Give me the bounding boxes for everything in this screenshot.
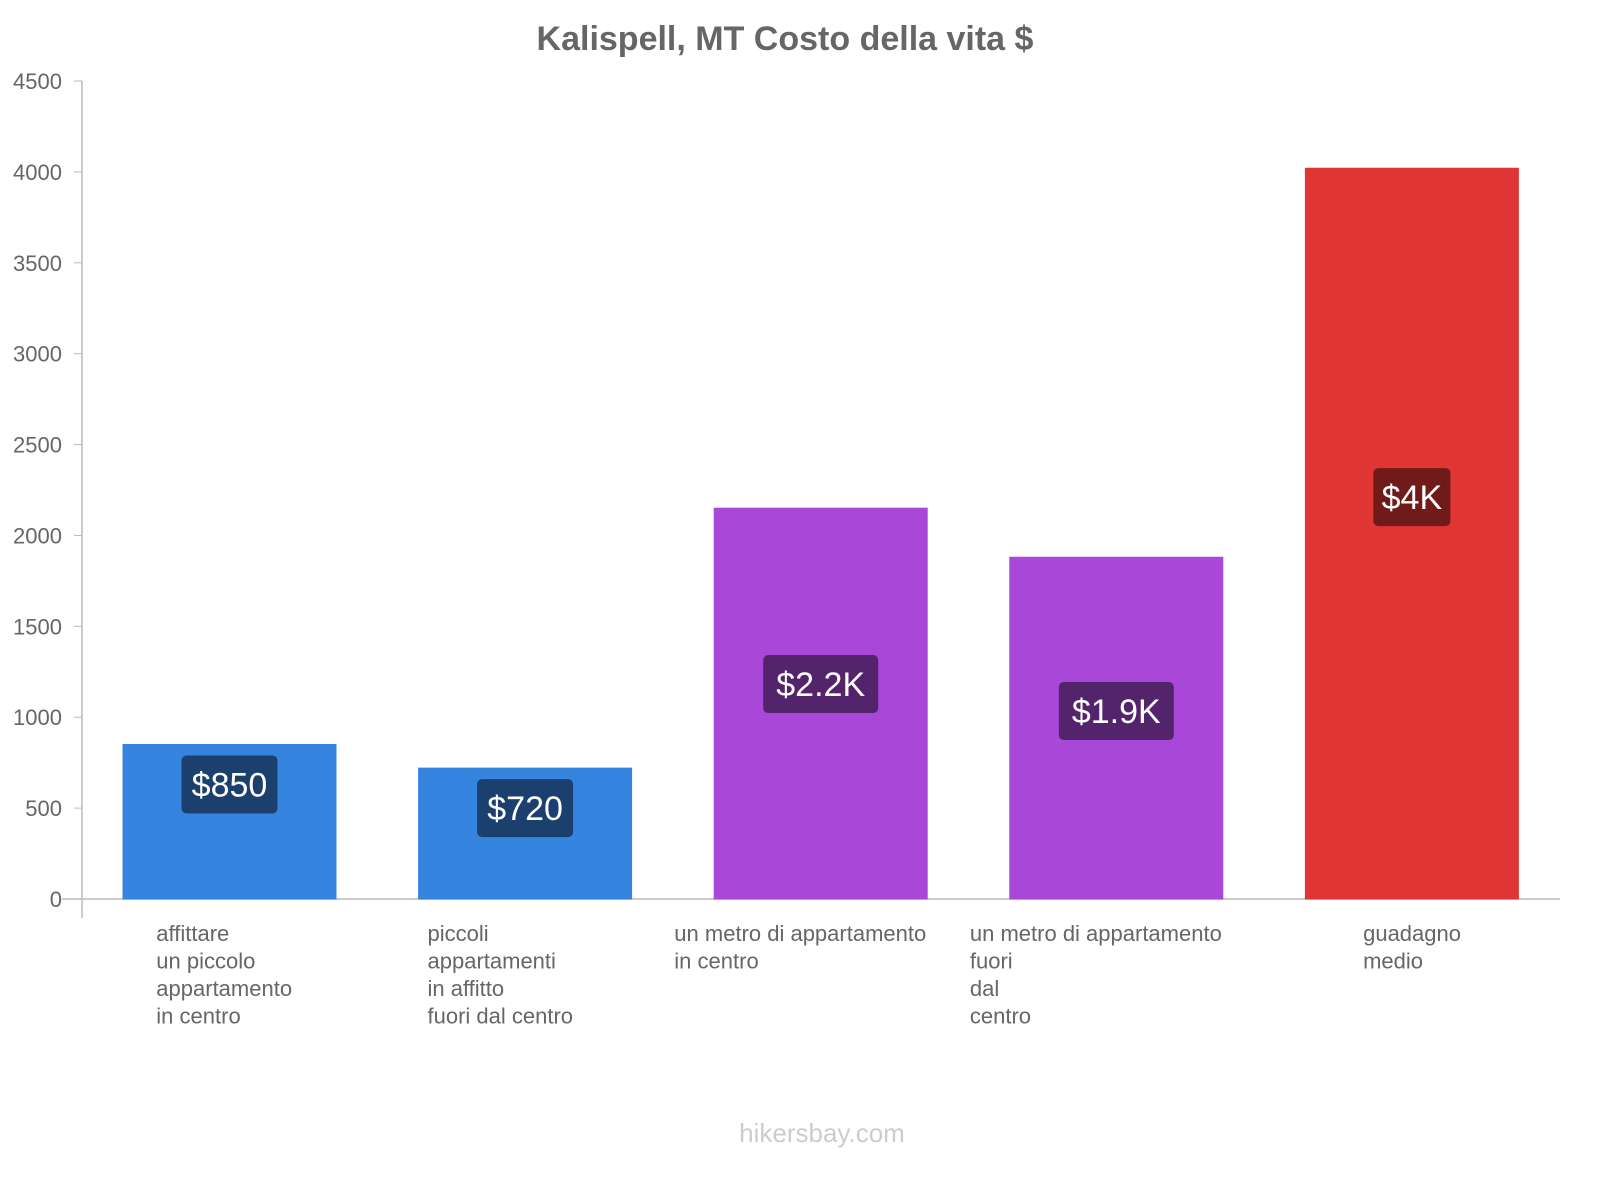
data-label-box bbox=[181, 755, 278, 814]
data-label-box bbox=[1058, 682, 1174, 741]
x-category-label: un metro di appartamento fuori dal centro bbox=[970, 921, 1222, 1029]
y-tick-label: 0 bbox=[50, 887, 62, 912]
y-tick-label: 3000 bbox=[13, 342, 62, 367]
y-tick-label: 2000 bbox=[13, 523, 62, 548]
x-category-label: piccoli appartamenti in affitto fuori dal c… bbox=[428, 921, 574, 1029]
bar bbox=[1304, 167, 1519, 900]
data-label-box bbox=[1373, 468, 1451, 527]
y-tick-label: 4000 bbox=[13, 160, 62, 185]
y-tick-label: 2500 bbox=[13, 433, 62, 458]
data-label: $1.9K bbox=[1072, 693, 1161, 731]
y-tick-label: 1000 bbox=[13, 705, 62, 730]
x-category-label: affittare un piccolo appartamento in centro bbox=[156, 921, 292, 1029]
data-label: $2.2K bbox=[776, 666, 865, 704]
chart-title: Kalispell, MT Costo della vita $ bbox=[536, 20, 1034, 58]
x-category-label: guadagno medio bbox=[1363, 921, 1461, 974]
y-tick-label: 3500 bbox=[13, 251, 62, 276]
watermark: hikersbay.com bbox=[739, 1118, 905, 1148]
data-label: $720 bbox=[487, 790, 563, 828]
x-category-label: un metro di appartamento in centro bbox=[674, 921, 926, 974]
data-label-box bbox=[477, 779, 574, 838]
y-tick-label: 500 bbox=[25, 796, 62, 821]
data-label: $4K bbox=[1382, 479, 1443, 517]
y-tick-label: 1500 bbox=[13, 614, 62, 639]
data-label: $850 bbox=[192, 766, 268, 804]
y-tick-label: 4500 bbox=[13, 69, 62, 94]
data-label-box bbox=[763, 655, 879, 714]
